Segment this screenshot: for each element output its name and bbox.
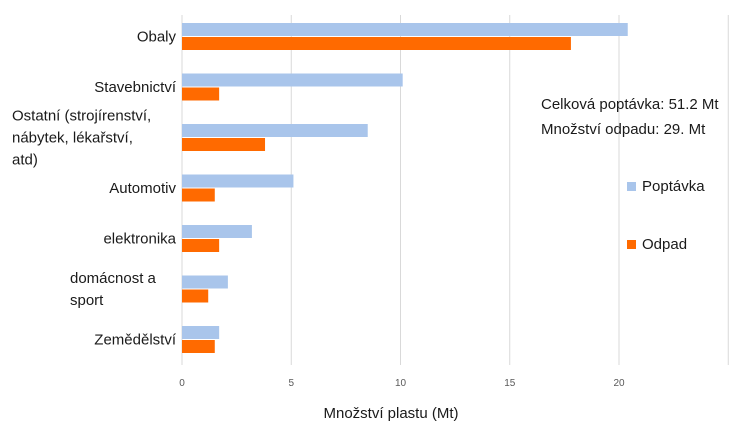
x-axis-label: Množství plastu (Mt) (323, 405, 458, 422)
legend-swatch (627, 182, 636, 191)
legend-item: Poptávka (627, 178, 705, 195)
bar-poptavka (182, 326, 220, 339)
x-tick-label: 15 (504, 378, 516, 389)
bar-poptavka (182, 275, 228, 289)
legend-item: Odpad (627, 236, 687, 253)
bar-odpad (182, 239, 220, 252)
bar-odpad (182, 188, 215, 202)
bar-odpad (182, 37, 571, 50)
bar-odpad (182, 87, 220, 101)
category-label: elektronika (103, 231, 176, 248)
category-label: Zemědělství (94, 332, 177, 349)
category-label: Obaly (137, 29, 177, 46)
bar-poptavka (182, 73, 403, 87)
bar-odpad (182, 138, 266, 151)
bar-poptavka (182, 23, 628, 36)
x-tick-label: 5 (288, 378, 294, 389)
bar-poptavka (182, 174, 294, 188)
total-demand-text: Celková poptávka: 51.2 Mt (541, 96, 719, 113)
bar-poptavka (182, 124, 368, 137)
category-label: domácnost a sport (70, 270, 157, 309)
bar-odpad (182, 289, 209, 303)
bar-poptavka (182, 225, 252, 238)
totals-annotation: Celková poptávka: 51.2 Mt Množství odpad… (541, 92, 751, 142)
x-tick-label: 0 (179, 378, 185, 389)
x-tick-label: 20 (613, 378, 625, 389)
x-tick-label: 10 (395, 378, 407, 389)
legend-label: Odpad (642, 236, 688, 253)
category-label: Automotiv (109, 180, 176, 197)
total-waste-text: Množství odpadu: 29. Mt (541, 121, 706, 138)
category-label: Ostatní (strojírenství, nábytek, lékařstv… (12, 108, 151, 169)
bar-odpad (182, 340, 215, 353)
legend-swatch (627, 240, 636, 249)
legend-label: Poptávka (642, 178, 705, 195)
category-label: Stavebnictví (94, 79, 177, 96)
